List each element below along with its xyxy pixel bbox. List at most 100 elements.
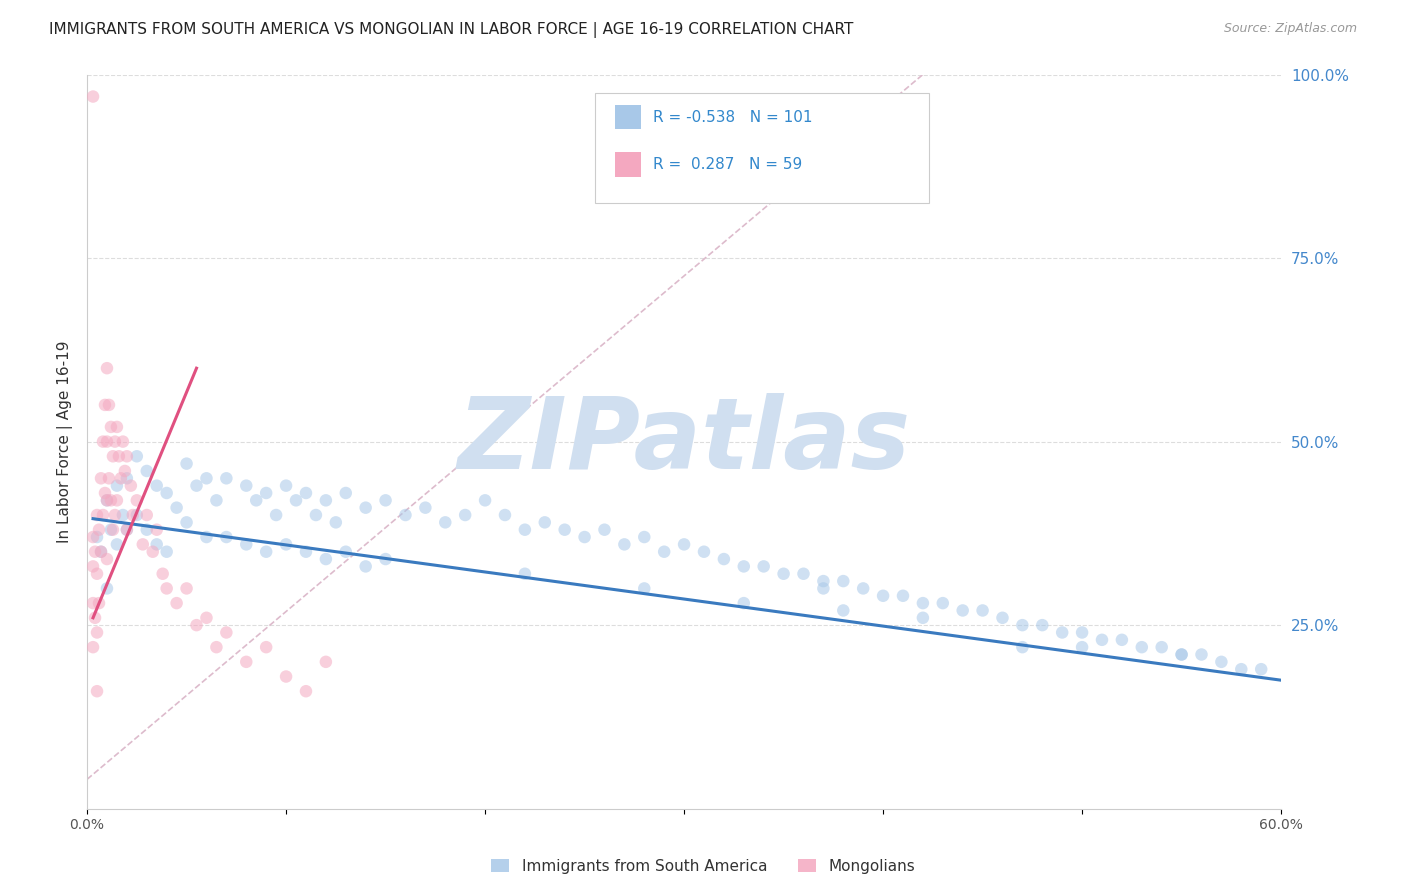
Point [205, 493, 228, 508]
Point [115, 450, 138, 464]
Point [86, 530, 108, 544]
Point [104, 508, 127, 522]
Point [952, 603, 974, 617]
Point [772, 566, 794, 581]
Point [101, 450, 124, 464]
Point [215, 530, 238, 544]
Point [84, 545, 107, 559]
Point [295, 545, 318, 559]
Point [832, 603, 855, 617]
Point [90, 545, 112, 559]
FancyBboxPatch shape [595, 93, 929, 203]
Point [135, 523, 157, 537]
Point [82, 530, 104, 544]
Point [82, 559, 104, 574]
Point [554, 523, 576, 537]
Point [125, 493, 148, 508]
Point [108, 450, 131, 464]
Point [115, 523, 138, 537]
Point [101, 523, 124, 537]
Point [195, 530, 218, 544]
Point [135, 464, 157, 478]
Point [132, 537, 155, 551]
Point [254, 545, 277, 559]
Point [285, 493, 308, 508]
Point [82, 640, 104, 655]
Point [105, 478, 128, 492]
Point [215, 625, 238, 640]
Point [474, 493, 496, 508]
Point [156, 486, 179, 500]
Text: ZIPatlas: ZIPatlas [457, 393, 911, 490]
Point [96, 552, 118, 566]
Point [315, 552, 337, 566]
Point [1130, 640, 1153, 655]
Point [195, 611, 218, 625]
Point [105, 493, 128, 508]
Point [125, 450, 148, 464]
Point [100, 523, 122, 537]
Point [1091, 632, 1114, 647]
Point [454, 508, 477, 522]
Point [156, 582, 179, 596]
Point [593, 523, 616, 537]
Point [100, 493, 122, 508]
Point [832, 574, 855, 588]
Point [135, 508, 157, 522]
Point [114, 464, 136, 478]
Point [733, 596, 755, 610]
Point [513, 523, 536, 537]
Point [110, 471, 132, 485]
Point [374, 552, 396, 566]
Point [82, 596, 104, 610]
Point [235, 478, 257, 492]
Point [1011, 618, 1033, 632]
Point [633, 530, 655, 544]
Point [335, 545, 357, 559]
Point [90, 545, 112, 559]
Point [145, 537, 167, 551]
Point [1150, 640, 1173, 655]
Point [195, 471, 218, 485]
Point [264, 508, 287, 522]
Point [1071, 640, 1094, 655]
Point [633, 582, 655, 596]
Point [186, 478, 208, 492]
Point [254, 486, 277, 500]
Point [1031, 618, 1053, 632]
Point [274, 537, 297, 551]
Point [813, 574, 835, 588]
Point [911, 596, 934, 610]
Point [813, 582, 835, 596]
Point [752, 559, 775, 574]
Point [86, 625, 108, 640]
Point [86, 508, 108, 522]
Point [354, 500, 377, 515]
Point [90, 471, 112, 485]
FancyBboxPatch shape [614, 153, 641, 177]
Point [613, 537, 636, 551]
Point [105, 420, 128, 434]
Point [186, 618, 208, 632]
Point [574, 530, 596, 544]
Text: IMMIGRANTS FROM SOUTH AMERICA VS MONGOLIAN IN LABOR FORCE | AGE 16-19 CORRELATIO: IMMIGRANTS FROM SOUTH AMERICA VS MONGOLI… [49, 22, 853, 38]
Point [295, 486, 318, 500]
Point [415, 500, 437, 515]
Point [693, 545, 716, 559]
Point [852, 582, 875, 596]
Point [335, 486, 357, 500]
Point [105, 537, 128, 551]
Point [315, 655, 337, 669]
Point [733, 559, 755, 574]
Point [156, 545, 179, 559]
Point [91, 508, 114, 522]
Point [354, 559, 377, 574]
Point [673, 537, 696, 551]
Point [245, 493, 267, 508]
Point [932, 596, 955, 610]
Point [1191, 648, 1213, 662]
Point [96, 361, 118, 376]
Text: Source: ZipAtlas.com: Source: ZipAtlas.com [1223, 22, 1357, 36]
Point [713, 552, 735, 566]
Point [652, 545, 675, 559]
